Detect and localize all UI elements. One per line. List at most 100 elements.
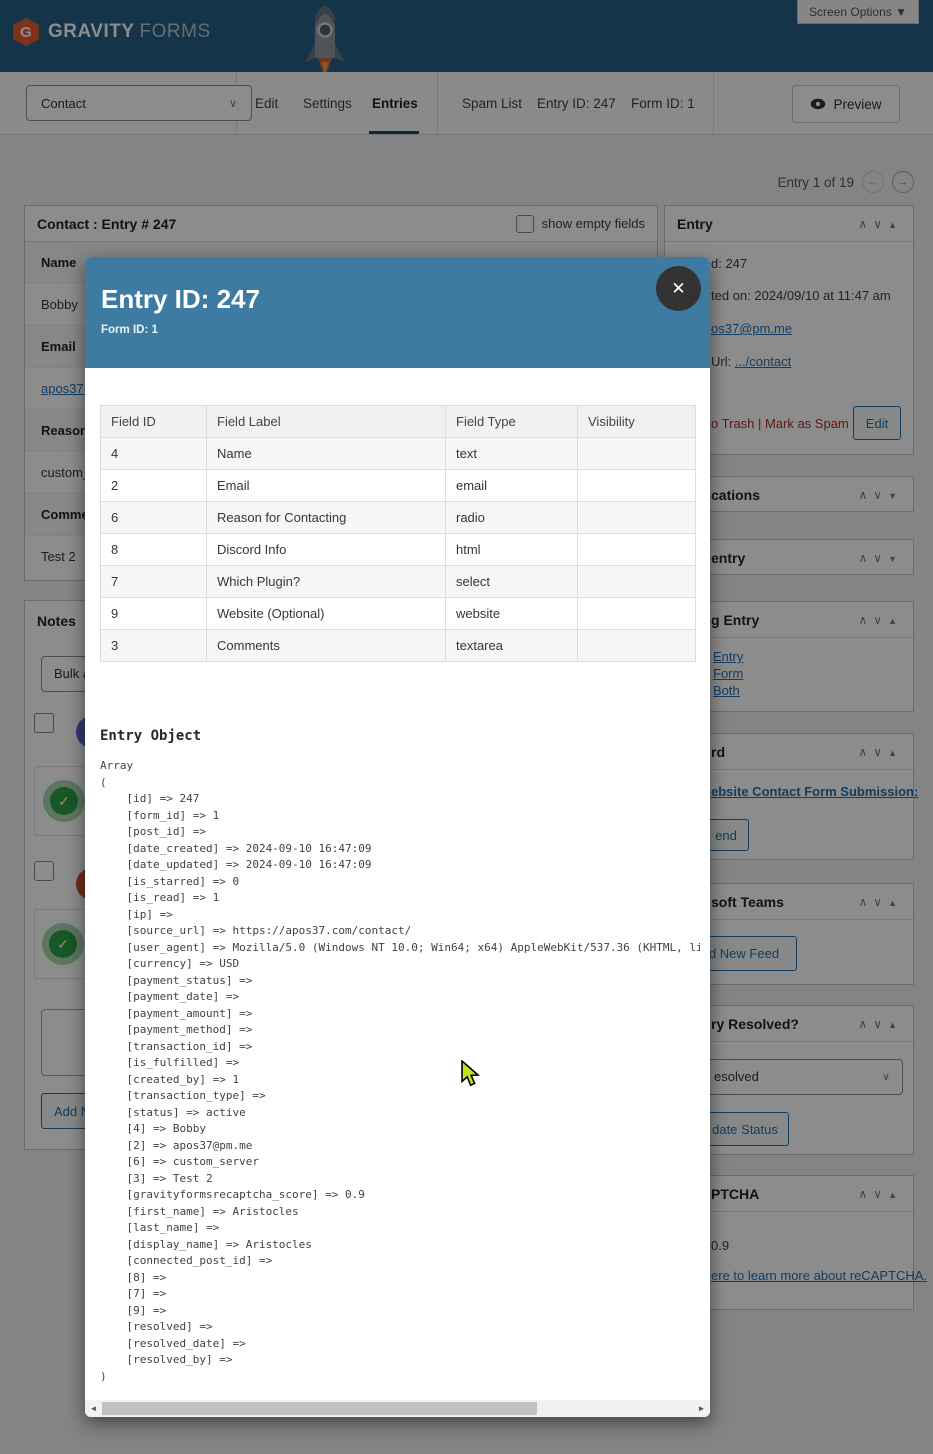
collapse-icon[interactable]: ▲ [888,898,903,908]
note-checkbox[interactable] [34,861,54,881]
embed-url-link[interactable]: .../contact [734,354,792,369]
expand-icon[interactable]: ▼ [888,554,903,564]
collapse-icon[interactable]: ▲ [888,748,903,758]
move-down-icon[interactable]: ∨ [873,745,889,759]
preview-button[interactable]: Preview [792,85,900,123]
move-down-icon[interactable]: ∨ [873,895,889,909]
toolbar-divider [437,72,438,134]
gravity-forms-logo: G GRAVITY FORMS [13,18,211,46]
previous-entry-button[interactable]: ← [862,171,884,193]
notification-success-icon: ✓ [43,780,85,822]
trash-spam-links[interactable]: o Trash | Mark as Spam [711,416,849,431]
close-icon: ✕ [671,278,686,298]
cell-field-type: radio [445,501,578,534]
expand-icon[interactable]: ▼ [888,491,903,501]
cell-field-label: Name [206,437,446,470]
form-switcher-value: Contact [41,95,86,111]
teams-box-title: soft Teams [711,894,784,910]
close-button[interactable]: ✕ [656,266,701,311]
form-id-link[interactable]: Form ID: 1 [631,95,695,111]
cell-visibility [577,629,696,662]
move-up-icon[interactable]: ∧ [858,895,874,909]
scroll-right-arrow-icon[interactable]: ► [697,1404,706,1413]
scrollbar-thumb[interactable] [102,1402,537,1415]
resolved-box-title: ry Resolved? [711,1016,799,1032]
tab-settings[interactable]: Settings [303,95,352,111]
cell-visibility [577,437,696,470]
cell-visibility [577,469,696,502]
cell-field-label: Website (Optional) [206,597,446,630]
fields-table: Field ID Field Label Field Type Visibili… [100,405,696,662]
collapse-icon[interactable]: ▲ [888,220,903,230]
modal-title: Entry ID: 247 [101,284,260,314]
cell-field-type: select [445,565,578,598]
move-up-icon[interactable]: ∧ [858,1187,874,1201]
move-down-icon[interactable]: ∨ [873,551,889,565]
cell-field-label: Email [206,469,446,502]
notifications-box-title: cations [711,487,761,503]
notification-success-icon: ✓ [42,923,84,965]
table-row: 7 Which Plugin? select [100,565,696,598]
notes-title: Notes [37,613,76,629]
discord-send-button[interactable]: end [703,819,749,851]
debugging-box-title: g Entry [711,612,760,628]
spam-list-link[interactable]: Spam List [462,95,523,111]
modal-header: Entry ID: 247 Form ID: 1 ✕ [85,257,710,368]
collapse-icon[interactable]: ▲ [888,616,903,626]
move-up-icon[interactable]: ∧ [858,613,874,627]
table-row: 4 Name text [100,437,696,470]
column-header: Field Label [206,405,446,438]
edit-entry-button[interactable]: Edit [853,406,901,440]
chevron-down-icon: ∨ [228,97,237,110]
modal-body: Field ID Field Label Field Type Visibili… [85,368,710,1385]
resolved-status-select[interactable]: esolved ∨ [685,1059,903,1095]
field-value-row: Test 2 [41,549,76,564]
entry-id-text: d: 247 [711,256,748,271]
cell-field-id: 6 [100,501,207,534]
table-row: 2 Email email [100,469,696,502]
entry-id-link[interactable]: Entry ID: 247 [537,95,616,111]
table-row: 3 Comments textarea [100,629,696,662]
move-up-icon[interactable]: ∧ [858,488,874,502]
move-down-icon[interactable]: ∨ [873,1187,889,1201]
note-checkbox[interactable] [34,713,54,733]
cell-field-type: textarea [445,629,578,662]
next-entry-button[interactable]: → [892,171,914,193]
collapse-icon[interactable]: ▲ [888,1190,903,1200]
embed-url-label: Url: [711,354,735,369]
entry-pagination-label: Entry 1 of 19 [777,174,854,190]
collapse-icon[interactable]: ▲ [888,1020,903,1030]
move-up-icon[interactable]: ∧ [858,1017,874,1031]
column-header: Field Type [445,405,578,438]
export-entry-link[interactable]: Entry [713,649,744,664]
cell-field-type: email [445,469,578,502]
horizontal-scrollbar[interactable]: ◄ ► [85,1400,710,1417]
eye-icon [811,98,826,110]
move-down-icon[interactable]: ∨ [873,1017,889,1031]
form-switcher-dropdown[interactable]: Contact ∨ [26,85,252,121]
screen-options-button[interactable]: Screen Options ▼ [797,0,919,24]
move-down-icon[interactable]: ∨ [873,488,889,502]
move-down-icon[interactable]: ∨ [873,613,889,627]
user-email-link[interactable]: os37@pm.me [711,321,793,336]
cell-visibility [577,597,696,630]
show-empty-fields-checkbox[interactable] [515,215,534,233]
recaptcha-learn-more-link[interactable]: ere to learn more about reCAPTCHA. [711,1268,928,1283]
entry-toolbar: Contact ∨ Edit Settings Entries Spam Lis… [0,72,933,135]
export-both-link[interactable]: Both [713,683,740,698]
table-header-row: Field ID Field Label Field Type Visibili… [100,405,696,438]
move-up-icon[interactable]: ∧ [858,551,874,565]
cell-field-label: Comments [206,629,446,662]
move-up-icon[interactable]: ∧ [858,745,874,759]
tab-edit[interactable]: Edit [255,95,279,111]
move-up-icon[interactable]: ∧ [858,217,874,231]
cell-field-type: html [445,533,578,566]
export-form-link[interactable]: Form [713,666,744,681]
tab-entries[interactable]: Entries [372,95,418,111]
recaptcha-box-title: PTCHA [711,1186,760,1202]
active-tab-underline [369,131,419,134]
discord-feed-link[interactable]: ebsite Contact Form Submission: [711,784,919,799]
move-down-icon[interactable]: ∨ [873,217,889,231]
entry-object-heading: Entry Object [100,728,202,744]
scroll-left-arrow-icon[interactable]: ◄ [89,1404,98,1413]
